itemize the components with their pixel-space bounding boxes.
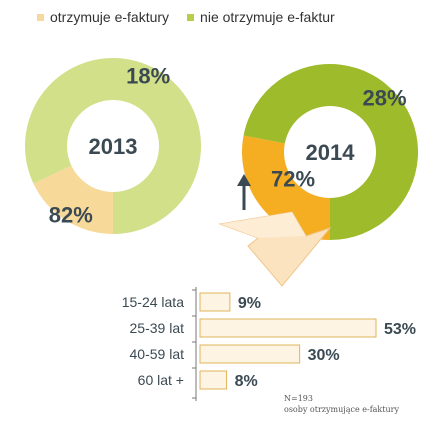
bar-40-59 lat: [199, 344, 301, 364]
note-sample-size: N=193: [284, 394, 313, 403]
donut-2014-slice-otrzymuje: [241, 135, 330, 240]
bar-15-24 lata: [199, 292, 231, 312]
donut-center-label: 2013: [89, 134, 138, 159]
bar-chart: 15-24 lata 9% 25-39 lat 53% 40-59 lat 30% 60 l…: [122, 287, 416, 401]
donut-slice-label: 28%: [363, 85, 407, 110]
bar-value-label: 8%: [235, 373, 258, 390]
donut-slice-label: 18%: [126, 64, 170, 89]
donut-2014: 2014 28% 72%: [241, 64, 418, 241]
up-arrow-head-icon: [237, 174, 251, 186]
legend-label-otrzymuje: otrzymuje e-faktury: [50, 9, 170, 25]
bar-category-label: 60 lat +: [138, 372, 184, 388]
donut-2013: 2013 18% 82%: [25, 58, 201, 235]
donut-2013-slice-nie-otrzymuje: [25, 58, 201, 235]
donut-slice-label: 72%: [271, 166, 315, 191]
bar-category-label: 25-39 lat: [130, 320, 185, 336]
bar-category-label: 15-24 lata: [122, 294, 184, 310]
bar-value-label: 53%: [384, 321, 416, 338]
legend-item-otrzymuje: otrzymuje e-faktury: [37, 9, 169, 25]
bar-value-label: 30%: [308, 347, 340, 364]
donut-charts: 2013 18% 82% 2014 28% 72%: [25, 58, 418, 241]
legend-label-nie-otrzymuje: nie otrzymuje e-faktur: [200, 9, 335, 25]
bar-60 lat +: [199, 370, 228, 390]
callout-layer: [218, 174, 332, 287]
legend-item-nie-otrzymuje: nie otrzymuje e-faktur: [187, 9, 335, 25]
donut-2014-slice-nie-otrzymuje: [243, 64, 418, 241]
bar-category-label: 40-59 lat: [130, 346, 185, 362]
legend-swatch-nie-otrzymuje: [187, 13, 195, 21]
callout-arrow-face: [220, 212, 306, 238]
bar-25-39 lat: [199, 318, 377, 338]
bar-value-label: 9%: [238, 295, 261, 312]
legend: otrzymuje e-faktury nie otrzymuje e-fakt…: [37, 9, 353, 25]
donut-center-label: 2014: [306, 140, 356, 165]
note-respondents: osoby otrzymujące e-faktury: [284, 405, 399, 414]
donut-slice-label: 82%: [49, 203, 93, 228]
legend-swatch-otrzymuje: [37, 13, 44, 21]
donut-2013-slice-otrzymuje: [33, 165, 113, 234]
